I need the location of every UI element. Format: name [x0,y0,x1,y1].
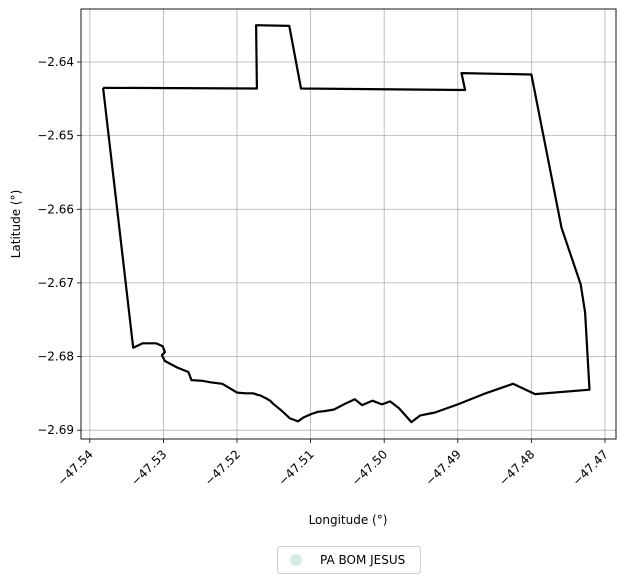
boundary-line [102,24,591,424]
legend-label: PA BOM JESUS [320,553,405,567]
legend-marker [290,554,302,566]
y-tick-label: −2.69 [37,423,74,437]
y-axis-title: Latitude (°) [9,190,23,259]
grid [81,9,616,439]
legend: PA BOM JESUS [277,546,421,574]
x-axis-title: Longitude (°) [309,513,388,527]
y-tick-label: −2.65 [37,129,74,143]
y-tick-label: −2.68 [37,350,74,364]
legend-box [277,546,421,574]
y-tick-label: −2.66 [37,202,74,216]
plot-area [102,24,591,424]
y-axis: −2.64 −2.65 −2.66 −2.67 −2.68 −2.69 [37,55,81,437]
axes-frame [80,8,617,440]
y-tick-label: −2.67 [37,276,74,290]
y-tick-label: −2.64 [37,55,74,69]
